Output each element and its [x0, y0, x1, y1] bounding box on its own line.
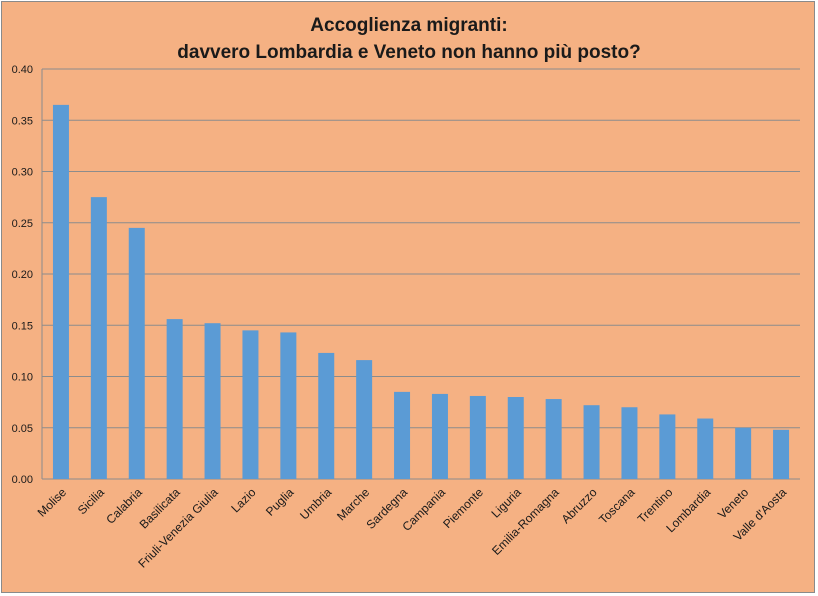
x-tick-label: Abruzzo	[559, 485, 600, 526]
chart-subtitle: davvero Lombardia e Veneto non hanno più…	[177, 42, 640, 63]
x-tick-label: Molise	[35, 485, 70, 520]
x-tick-label: Piemonte	[440, 485, 486, 531]
bar	[356, 360, 373, 479]
x-tick-label: Emilia-Romagna	[489, 485, 562, 558]
bar	[52, 104, 69, 479]
x-tick-label: Toscana	[596, 485, 638, 527]
bar	[659, 414, 676, 479]
bars	[52, 104, 790, 479]
bar	[583, 405, 600, 479]
y-tick-label: 0.10	[12, 372, 33, 384]
bar	[394, 391, 411, 479]
x-tick-label: Lazio	[228, 485, 258, 515]
bar	[545, 399, 562, 479]
y-tick-label: 0.40	[12, 64, 33, 76]
y-tick-label: 0.35	[12, 115, 33, 127]
bar	[507, 397, 524, 479]
x-tick-label: Sicilia	[75, 485, 107, 517]
bar	[280, 332, 297, 479]
x-axis-ticks: Molise SiciliaCalabriaBasilicataFriuli-Ve…	[35, 485, 790, 571]
bar	[735, 427, 752, 479]
bar	[90, 197, 107, 479]
x-tick-label: Umbria	[297, 485, 334, 522]
bar	[431, 393, 448, 479]
x-tick-label: Liguria	[488, 485, 524, 521]
y-tick-label: 0.00	[12, 474, 33, 486]
y-tick-label: 0.05	[12, 423, 33, 435]
bar	[318, 352, 335, 479]
y-tick-label: 0.25	[12, 218, 33, 230]
y-tick-label: 0.30	[12, 167, 33, 179]
chart-title: Accoglienza migranti:	[310, 15, 507, 36]
gridlines	[41, 68, 800, 480]
bar	[128, 227, 145, 479]
bar	[204, 323, 221, 479]
bar	[166, 319, 183, 479]
bar	[697, 418, 714, 479]
x-tick-label: Veneto	[715, 485, 752, 522]
bar	[469, 395, 486, 479]
bar	[773, 429, 790, 479]
x-tick-label: Puglia	[263, 485, 297, 519]
bar	[242, 330, 259, 479]
bar	[621, 407, 638, 479]
y-tick-label: 0.20	[12, 269, 33, 281]
y-axis-ticks: 0.00 0.05 0.10 0.15 0.20 0.25 0.30 0.35 0.40	[12, 64, 33, 486]
y-tick-label: 0.15	[12, 320, 33, 332]
